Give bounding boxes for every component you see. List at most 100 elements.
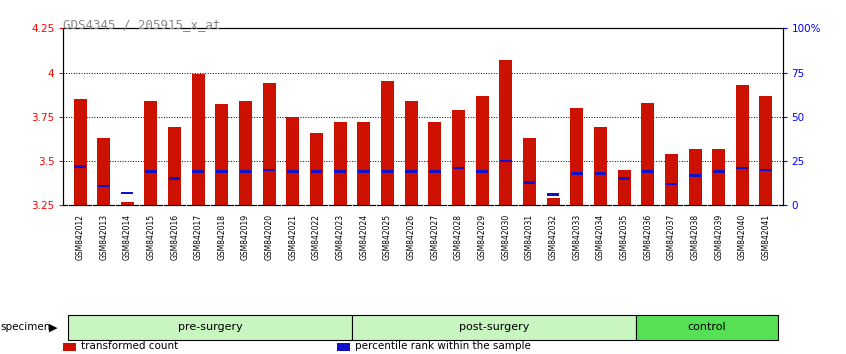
Bar <box>145 101 157 205</box>
Bar <box>381 81 394 205</box>
Text: GSM842012: GSM842012 <box>75 214 85 260</box>
Bar <box>97 138 110 205</box>
Text: percentile rank within the sample: percentile rank within the sample <box>354 341 530 351</box>
Bar <box>337 343 349 351</box>
Bar <box>500 160 512 162</box>
Bar <box>263 169 275 171</box>
Text: GSM842023: GSM842023 <box>336 214 344 260</box>
FancyBboxPatch shape <box>352 315 636 340</box>
Bar <box>192 170 204 173</box>
Text: GSM842034: GSM842034 <box>596 214 605 260</box>
Bar <box>74 165 85 168</box>
Text: GSM842015: GSM842015 <box>146 214 156 260</box>
Bar <box>74 99 86 205</box>
Bar <box>642 170 654 173</box>
Text: GDS4345 / 205915_x_at: GDS4345 / 205915_x_at <box>63 18 221 31</box>
Text: ▶: ▶ <box>49 322 58 332</box>
Bar <box>760 96 772 205</box>
Bar <box>499 60 513 205</box>
Text: GSM842035: GSM842035 <box>619 214 629 260</box>
Bar <box>216 170 228 173</box>
Bar <box>736 85 749 205</box>
Bar <box>310 170 322 173</box>
Bar <box>263 83 276 205</box>
Bar <box>239 170 251 173</box>
Bar <box>547 193 559 196</box>
Text: GSM842028: GSM842028 <box>454 214 463 260</box>
Bar <box>216 104 228 205</box>
Text: GSM842024: GSM842024 <box>360 214 368 260</box>
Text: GSM842039: GSM842039 <box>714 214 723 260</box>
Bar <box>287 170 299 173</box>
Text: GSM842033: GSM842033 <box>572 214 581 260</box>
Bar <box>428 122 442 205</box>
Text: GSM842038: GSM842038 <box>690 214 700 260</box>
Bar <box>334 170 346 173</box>
Text: GSM842019: GSM842019 <box>241 214 250 260</box>
Bar <box>429 170 441 173</box>
Bar <box>737 167 748 170</box>
Bar <box>594 127 607 205</box>
Bar <box>689 174 700 177</box>
Bar <box>547 198 559 205</box>
Bar <box>121 202 134 205</box>
Text: GSM842021: GSM842021 <box>288 214 298 260</box>
Bar <box>404 101 418 205</box>
Bar <box>475 96 489 205</box>
Bar <box>476 170 488 173</box>
Bar <box>713 170 724 173</box>
Bar <box>618 177 630 180</box>
Bar <box>287 117 299 205</box>
Bar <box>524 181 536 184</box>
Text: GSM842029: GSM842029 <box>478 214 486 260</box>
Bar <box>357 122 371 205</box>
Text: GSM842020: GSM842020 <box>265 214 274 260</box>
Text: GSM842016: GSM842016 <box>170 214 179 260</box>
Bar <box>168 127 181 205</box>
Text: control: control <box>688 322 726 332</box>
Bar <box>146 170 157 173</box>
Text: GSM842026: GSM842026 <box>407 214 415 260</box>
Text: pre-surgery: pre-surgery <box>178 322 243 332</box>
Bar <box>641 103 654 205</box>
Bar <box>168 177 180 180</box>
Bar <box>192 74 205 205</box>
Text: GSM842018: GSM842018 <box>217 214 227 260</box>
Bar <box>618 170 630 205</box>
Bar <box>122 192 133 194</box>
Text: transformed count: transformed count <box>81 341 179 351</box>
Text: GSM842036: GSM842036 <box>643 214 652 260</box>
Bar <box>523 138 536 205</box>
Bar <box>666 183 678 185</box>
Text: GSM842014: GSM842014 <box>123 214 132 260</box>
Text: GSM842037: GSM842037 <box>667 214 676 260</box>
FancyBboxPatch shape <box>69 315 352 340</box>
Text: GSM842025: GSM842025 <box>383 214 392 260</box>
Text: specimen: specimen <box>1 322 52 332</box>
Text: GSM842041: GSM842041 <box>761 214 771 260</box>
Bar <box>665 154 678 205</box>
Bar <box>453 167 464 170</box>
Bar <box>358 170 370 173</box>
Bar <box>570 108 583 205</box>
Bar <box>63 343 76 351</box>
FancyBboxPatch shape <box>636 315 777 340</box>
Text: post-surgery: post-surgery <box>459 322 529 332</box>
Bar <box>761 169 772 171</box>
Text: GSM842017: GSM842017 <box>194 214 203 260</box>
Bar <box>405 170 417 173</box>
Bar <box>333 122 347 205</box>
Text: GSM842031: GSM842031 <box>525 214 534 260</box>
Text: GSM842022: GSM842022 <box>312 214 321 260</box>
Bar <box>595 172 607 175</box>
Bar <box>689 149 701 205</box>
Bar <box>571 172 583 175</box>
Bar <box>452 110 465 205</box>
Text: GSM842040: GSM842040 <box>738 214 747 260</box>
Bar <box>98 184 109 187</box>
Bar <box>382 170 393 173</box>
Text: GSM842032: GSM842032 <box>548 214 558 260</box>
Text: GSM842013: GSM842013 <box>99 214 108 260</box>
Text: GSM842030: GSM842030 <box>502 214 510 260</box>
Bar <box>239 101 252 205</box>
